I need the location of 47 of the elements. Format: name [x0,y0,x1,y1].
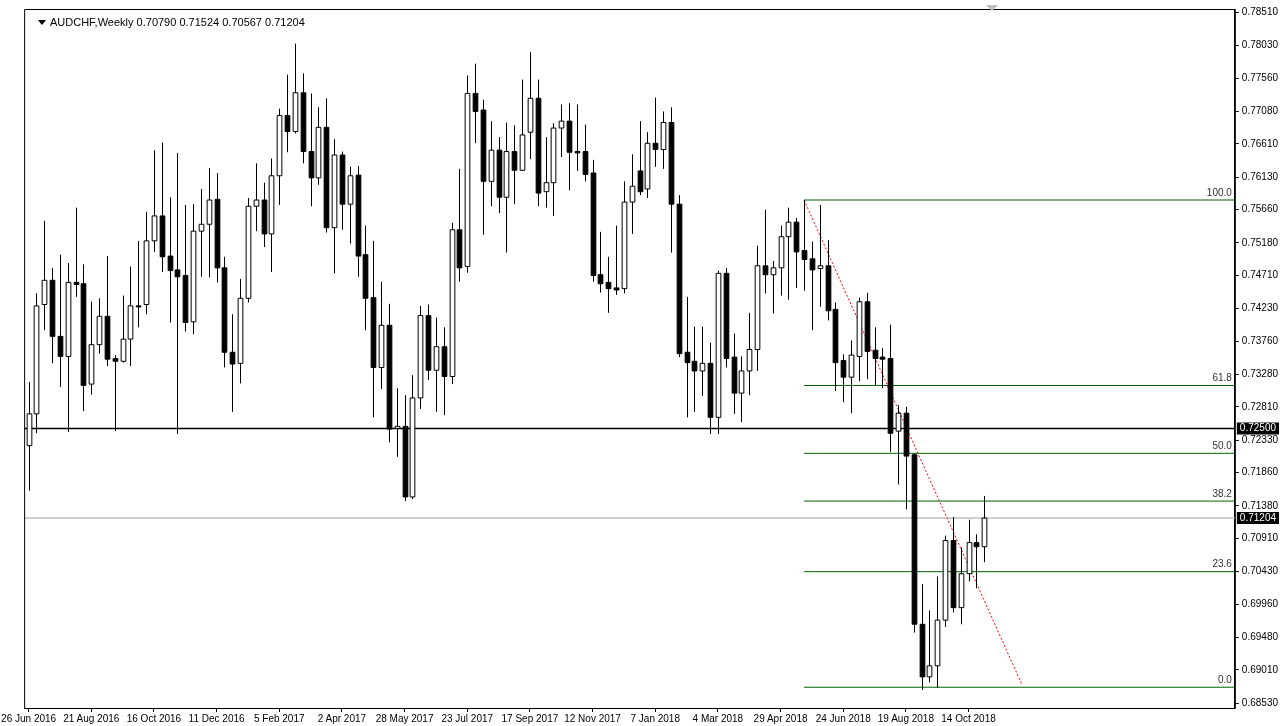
y-tick-label: 0.75180 [1241,236,1279,248]
x-tick-label: 16 Oct 2016 [126,712,182,724]
y-tick-label: 0.78510 [1241,6,1279,18]
y-tick-label: 0.76130 [1241,170,1279,182]
y-tick-label: 0.78030 [1241,39,1279,51]
x-tick-label: 7 Jan 2018 [630,712,681,724]
y-tick-label: 0.69010 [1241,663,1279,675]
x-tick-label: 4 Mar 2018 [692,712,744,724]
y-tick-label: 0.70910 [1241,532,1279,544]
x-tick-label: 29 Apr 2018 [753,712,808,724]
x-tick-label: 23 Jul 2017 [441,712,494,724]
y-tick-label: 0.77560 [1241,71,1279,83]
y-tick-label: 0.74230 [1241,302,1279,314]
annotation: 100.0 [1206,186,1233,198]
x-tick-label: 11 Dec 2016 [188,712,246,724]
y-tick-label: 0.76610 [1241,137,1279,149]
annotation: 50.0 [1212,440,1233,452]
x-tick-label: 28 May 2017 [375,712,434,724]
text: AUDCHF,Weekly 0.70790 0.71524 0.70567 0.71204 [50,16,305,28]
y-tick-label: 0.71380 [1241,499,1279,511]
x-tick-label: 12 Nov 2017 [564,712,622,724]
y-tick-label: 0.70430 [1241,565,1279,577]
y-tick-label: 0.75660 [1241,203,1279,215]
y-tick-label: 0.68530 [1241,696,1279,708]
annotation: 38.2 [1212,487,1233,499]
x-tick-label: 26 Jun 2016 [1,712,57,724]
y-tick-label: 0.77080 [1241,105,1279,117]
y-tick-label: 0.74710 [1241,269,1279,281]
annotation: 61.8 [1212,372,1233,384]
y-tick-label: 0.69960 [1241,597,1279,609]
y-tick-label: 0.73760 [1241,334,1279,346]
x-tick-label: 19 Aug 2018 [877,712,935,724]
ref-line-label: 0.72500 [1239,422,1277,434]
annotation: 0.0 [1217,673,1233,685]
x-tick-label: 21 Aug 2016 [63,712,120,724]
x-tick-label: 14 Oct 2018 [941,712,997,724]
y-tick-label: 0.71860 [1241,466,1279,478]
x-tick-label: 2 Apr 2017 [317,712,367,724]
y-tick-label: 0.72810 [1241,400,1279,412]
x-tick-label: 5 Feb 2017 [253,712,305,724]
x-tick-label: 24 Jun 2018 [815,712,872,724]
y-tick-label: 0.72330 [1241,433,1279,445]
ref-line-label: 0.71204 [1239,511,1277,523]
annotation: 23.6 [1212,558,1233,570]
x-tick-label: 17 Sep 2017 [501,712,559,724]
y-tick-label: 0.73280 [1241,368,1279,380]
y-tick-label: 0.69480 [1241,631,1279,643]
